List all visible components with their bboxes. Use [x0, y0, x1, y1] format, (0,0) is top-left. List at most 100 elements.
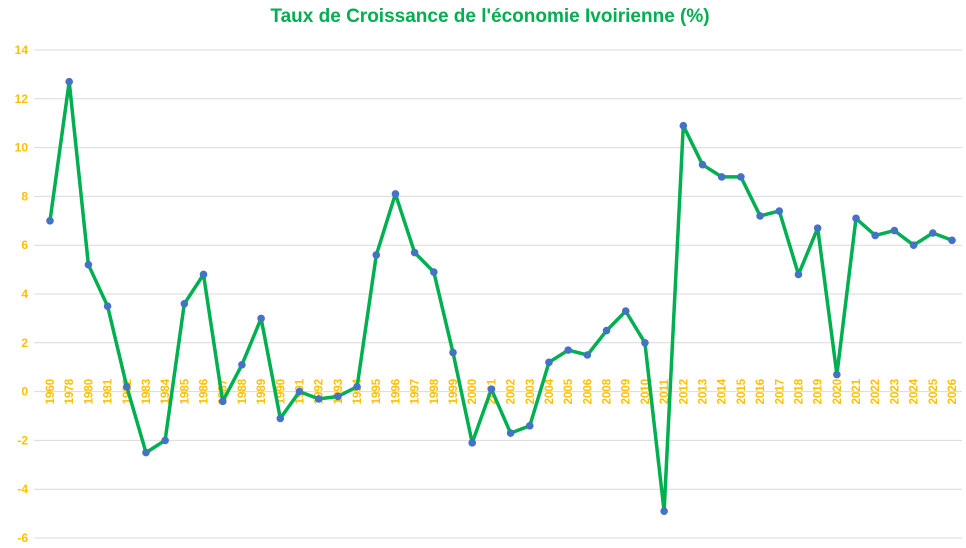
x-tick-label: 2008 [602, 378, 614, 404]
data-point [180, 299, 189, 308]
data-point [833, 370, 841, 379]
x-tick-label: 1996 [390, 379, 402, 405]
y-tick-label: -2 [17, 433, 28, 447]
x-tick-label: 2002 [506, 379, 518, 405]
data-point [372, 251, 381, 259]
x-tick-label: 1984 [160, 378, 172, 404]
x-tick-label: 2019 [813, 379, 825, 405]
data-point [334, 392, 342, 401]
data-point [314, 395, 323, 403]
data-point [698, 160, 707, 169]
data-point [583, 351, 592, 359]
data-point [218, 397, 227, 406]
x-tick-label: 1989 [256, 379, 268, 405]
x-tick-label: 2014 [717, 378, 729, 404]
y-tick-label: 8 [21, 189, 28, 203]
data-point [122, 382, 131, 391]
x-tick-label: 1986 [199, 379, 211, 405]
data-point [199, 270, 208, 279]
x-tick-label: 2018 [793, 378, 805, 404]
y-tick-label: 0 [21, 385, 28, 399]
x-tick-label: 2013 [698, 379, 710, 405]
data-point [679, 121, 688, 130]
data-point [430, 268, 438, 276]
data-point [871, 231, 880, 240]
x-tick-label: 2005 [563, 378, 575, 404]
data-point [602, 326, 611, 335]
x-tick-label: 1988 [237, 378, 249, 404]
data-point [142, 448, 150, 457]
data-point [46, 217, 54, 225]
data-point [257, 314, 265, 323]
gridlines [34, 49, 962, 539]
y-tick-label: 4 [21, 287, 28, 301]
data-point [506, 429, 515, 437]
x-tick-label: 1981 [103, 378, 115, 404]
x-tick-label: 2016 [755, 379, 767, 405]
x-tick-label: 1983 [141, 379, 153, 405]
x-tick-label: 2017 [774, 379, 786, 405]
y-tick-label: -6 [17, 531, 28, 545]
x-tick-label: 2021 [851, 378, 863, 404]
y-tick-label: 6 [21, 238, 28, 252]
x-tick-label: 1995 [371, 378, 383, 404]
data-point [948, 236, 956, 245]
data-point [391, 190, 400, 198]
data-point [545, 358, 553, 367]
data-point [564, 346, 572, 354]
x-tick-label: 1997 [410, 379, 422, 405]
y-tick-label: 12 [15, 92, 29, 106]
x-tick-label: 2000 [467, 379, 479, 405]
data-point [775, 207, 784, 215]
data-point [238, 360, 246, 369]
x-tick-label: 2022 [870, 379, 882, 405]
chart-title: Taux de Croissance de l'économie Ivoirie… [270, 6, 709, 27]
x-tick-label: 1960 [45, 379, 57, 405]
data-point [717, 173, 726, 181]
data-point [161, 436, 169, 445]
data-point [103, 302, 112, 311]
data-point [852, 214, 860, 223]
data-point [660, 507, 668, 515]
x-tick-label: 2003 [525, 379, 537, 405]
y-tick-label: 14 [15, 43, 29, 57]
data-point [794, 270, 803, 279]
x-tick-label: 1998 [429, 378, 441, 404]
data-point [276, 414, 285, 423]
x-tick-label: 2020 [832, 379, 844, 405]
data-point [84, 260, 93, 269]
x-tick-label: 2006 [582, 379, 594, 405]
data-point [295, 387, 304, 396]
x-tick-label: 2025 [928, 378, 940, 404]
data-point [621, 307, 630, 315]
data-point [909, 241, 918, 249]
data-point [353, 382, 361, 391]
data-point [737, 173, 745, 181]
x-tick-label: 2023 [889, 379, 901, 405]
data-point [410, 248, 419, 257]
data-point [890, 226, 899, 235]
data-point [756, 212, 764, 220]
data-point-markers [46, 77, 956, 515]
x-tick-label: 1980 [83, 379, 95, 405]
x-tick-label: 2009 [621, 379, 633, 405]
data-point [487, 385, 496, 393]
data-point [449, 348, 457, 357]
x-tick-label: 2012 [678, 379, 690, 405]
x-tick-label: 2026 [947, 379, 959, 405]
x-tick-label: 1999 [448, 379, 460, 405]
y-axis-tick-labels: -6 -4 -2 0 2 4 6 8 10 12 14 [15, 43, 29, 545]
data-point [65, 77, 73, 86]
x-tick-label: 1985 [179, 378, 191, 404]
data-point [929, 229, 937, 237]
y-tick-label: 10 [15, 141, 29, 155]
x-tick-label: 1993 [333, 379, 345, 405]
y-tick-label: -4 [17, 482, 28, 496]
growth-rate-line [48, 79, 954, 513]
x-tick-label: 1978 [64, 378, 76, 404]
data-point [813, 224, 822, 232]
x-tick-label: 2004 [544, 378, 556, 404]
x-axis-tick-labels: 1960 1978 1980 1981 1982 1983 1984 1985 1986 1987… [45, 378, 959, 404]
data-point [468, 439, 477, 447]
